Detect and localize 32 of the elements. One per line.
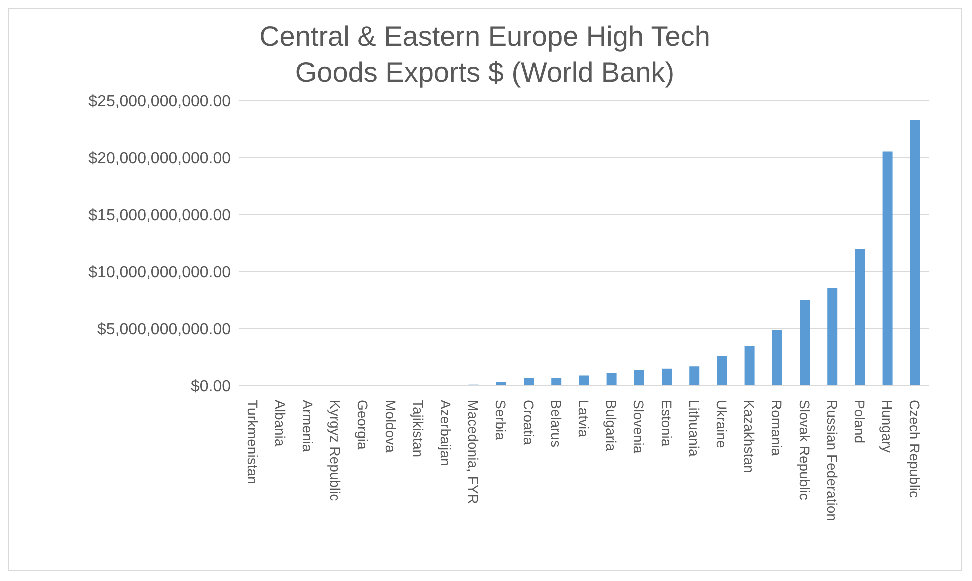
y-tick-label: $15,000,000,000.00 <box>88 208 232 225</box>
x-tick-label: Serbia <box>493 400 510 441</box>
x-tick-label: Azerbaijan <box>438 400 454 466</box>
y-tick-label: $10,000,000,000.00 <box>88 264 232 282</box>
y-tick-label: $0.00 <box>190 378 232 396</box>
y-tick-label: $20,000,000,000.00 <box>88 150 232 168</box>
x-tick-label: Russian Federation <box>824 400 840 522</box>
y-tick-label: $25,000,000,000.00 <box>88 94 232 111</box>
x-tick-label: Belarus <box>548 400 564 448</box>
x-tick-label: Latvia <box>576 400 592 438</box>
chart-title: Central & Eastern Europe High Tech Goods Exports $ (World Bank) <box>258 20 712 90</box>
x-tick-label: Poland <box>852 400 868 444</box>
x-tick-label: Moldova <box>382 400 399 454</box>
x-tick-label: Georgia <box>355 400 372 450</box>
x-tick-label: Slovenia <box>631 400 648 454</box>
x-tick-label: Kyrgyz Republic <box>328 400 344 502</box>
x-tick-label: Turkmenistan <box>244 400 261 484</box>
x-tick-label: Croatia <box>520 400 537 446</box>
x-tick-label: Tajikistan <box>410 400 426 458</box>
x-tick-label: Romania <box>769 400 786 456</box>
x-tick-label: Estonia <box>658 400 675 447</box>
y-tick-label: $5,000,000,000.00 <box>98 322 232 339</box>
x-tick-label: Kazakhstan <box>742 400 758 474</box>
x-tick-label: Armenia <box>300 400 316 452</box>
x-tick-label: Hungary <box>880 400 896 453</box>
x-tick-label: Ukraine <box>714 400 730 448</box>
x-tick-label: Slovak Republic <box>796 400 813 500</box>
x-tick-label: Czech Republic <box>907 400 924 498</box>
x-tick-label: Bulgaria <box>604 400 620 452</box>
x-tick-label: Lithuania <box>686 400 702 458</box>
x-tick-label: Albania <box>272 400 288 447</box>
x-tick-label: Macedonia, FYR <box>466 400 482 504</box>
